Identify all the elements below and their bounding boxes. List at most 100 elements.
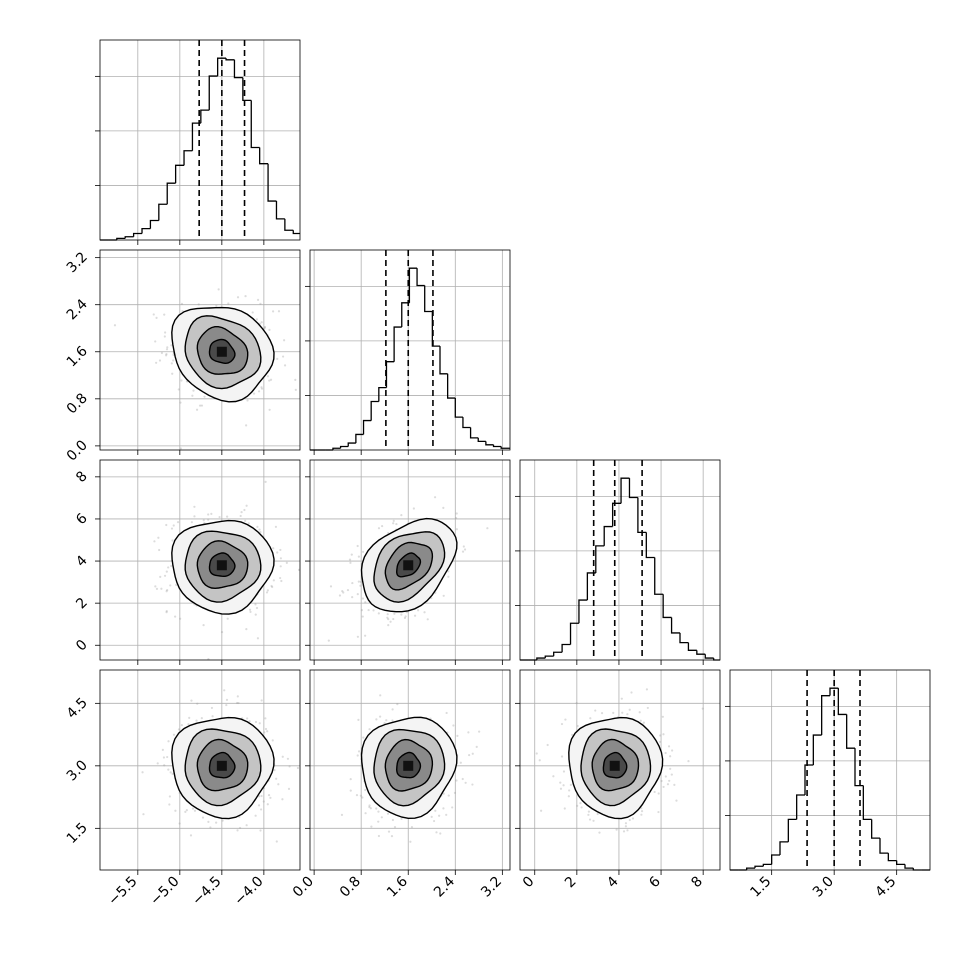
pair-p0-p3-point	[171, 772, 174, 775]
pair-p0-p3-point	[141, 771, 144, 774]
pair-p0-p3-point	[267, 794, 271, 797]
x-tick-label-p2-3: 6	[646, 873, 664, 891]
pair-p2-p3-point	[600, 711, 604, 715]
pair-p0-p3-point	[263, 731, 266, 734]
pair-p1-p2-point	[455, 512, 458, 515]
pair-p0-p3-point	[260, 699, 263, 702]
pair-p1-p3-point	[393, 825, 397, 829]
pair-p1-p2-point	[403, 616, 407, 620]
pair-p0-p2-point	[243, 508, 246, 512]
pair-p2-p3-peak	[609, 760, 620, 771]
pair-p0-p3-point	[188, 716, 191, 720]
pair-p0-p3-point	[167, 768, 170, 771]
pair-p1-p3-point	[410, 825, 414, 829]
pair-p1-p2-point	[412, 507, 415, 510]
pair-p2-p3-point	[622, 830, 626, 833]
pair-p0-p3-point	[221, 819, 224, 822]
panel-frame-3-3	[729, 669, 931, 871]
y-tick-label-p1-3: 2.4	[64, 296, 91, 323]
pair-p2-p3-point	[642, 721, 645, 724]
pair-p1-p3-point	[478, 730, 481, 733]
hist-p0-bin-4	[132, 232, 143, 237]
y-tick-label-p3-1: 3.0	[64, 757, 91, 784]
pair-p1-p2-point	[381, 524, 384, 528]
panel-frame-2-0	[99, 459, 301, 661]
pair-p2-p3-point	[687, 760, 690, 763]
pair-p0-p1-point	[283, 339, 286, 342]
pair-p0-p2-point	[207, 513, 210, 516]
x-tick-label-p2-0: 0	[520, 874, 538, 892]
pair-p1-p3-point	[340, 813, 344, 816]
x-tick-label-p2-2: 4	[604, 873, 622, 891]
hist-p1-bin-11	[393, 326, 402, 362]
pair-p1-p2-point	[387, 624, 390, 627]
y-tick-label-p1-0: 0.0	[64, 437, 91, 464]
pair-p0-p3-point	[223, 689, 226, 692]
pair-p1-p3-point	[359, 794, 362, 797]
pair-p1-p3-point	[453, 791, 457, 794]
hist-p3-bin-8	[796, 794, 805, 820]
pair-p0-p3-point	[273, 769, 276, 772]
pair-p1-p2-point	[360, 609, 363, 612]
pair-p2-p3-point	[620, 697, 623, 700]
hist-p2-bin-14	[637, 497, 647, 533]
pair-p0-p2-point	[202, 519, 205, 522]
pair-p2-p3-point	[568, 789, 571, 792]
pair-p1-p2-point	[338, 594, 342, 597]
hist-p1-bin-15	[424, 285, 433, 313]
pair-p0-p2-point	[245, 504, 248, 507]
pair-p2-p3-point	[539, 809, 543, 812]
pair-p2-p3-point	[645, 688, 649, 691]
pair-p1-p3-point	[434, 809, 437, 812]
x-tick-label-p3-0: 1.5	[747, 874, 774, 901]
pair-p0-p3-point	[201, 816, 205, 819]
pair-p0-p3-point	[142, 813, 145, 816]
pair-p2-p3-point	[546, 743, 549, 747]
pair-p1-p3-point	[400, 817, 403, 820]
pair-p1-p3-point	[390, 835, 394, 838]
pair-p1-p3-point	[377, 810, 380, 813]
hist-p2-bin-7	[578, 599, 588, 624]
pair-p0-p2-point	[175, 583, 178, 587]
hist-p1-bin-4	[339, 445, 349, 449]
pair-p1-p3-point	[456, 734, 459, 737]
pair-p1-p3-point	[377, 834, 381, 838]
hist-p2-bin-18	[670, 617, 680, 634]
pair-p0-p3-point	[190, 699, 193, 702]
x-tick-label-p0-0: −5.5	[105, 874, 140, 909]
pair-p0-p2-point	[220, 630, 224, 634]
pair-p0-p1-point	[268, 408, 271, 411]
pair-p2-p3-point	[594, 709, 597, 712]
pair-p0-p3-point	[169, 771, 172, 774]
pair-p0-p3-point	[288, 765, 291, 768]
pair-p0-p2-point	[174, 615, 177, 618]
pair-p1-p3-point	[356, 754, 359, 757]
panel-frame-2-2	[519, 459, 721, 661]
y-tick-label-p2-4: 8	[73, 468, 91, 486]
pair-p0-p2-point	[193, 505, 196, 508]
pair-p0-p3-point	[185, 808, 188, 812]
pair-p0-p3-point	[193, 809, 197, 812]
pair-p0-p1-point	[155, 316, 158, 319]
pair-p0-p2-point	[190, 521, 193, 524]
pair-p0-p2-point	[265, 591, 269, 594]
hist-p1-bin-14	[416, 268, 425, 287]
pair-p1-p3-point	[447, 794, 450, 797]
pair-p2-p3-point	[579, 801, 582, 805]
pair-p0-p1-point	[113, 324, 117, 327]
hist-p1-bin-13	[408, 267, 418, 303]
pair-p0-p1-point	[170, 362, 173, 365]
pair-p2-p3-point	[660, 779, 663, 783]
pair-p0-p3-point	[262, 800, 265, 803]
pair-p0-p2-point	[193, 515, 196, 518]
pair-p0-p2-point	[259, 530, 262, 534]
pair-p0-p3-marks	[141, 689, 300, 843]
hist-p3-bin-4	[762, 863, 772, 867]
x-tick-label-p1-1: 0.8	[337, 874, 364, 901]
hist-p0-bin-9	[174, 164, 185, 184]
pair-p2-p3-point	[592, 819, 595, 822]
pair-p2-p3-point	[658, 740, 662, 743]
pair-p0-p1-peak	[216, 346, 227, 357]
hist-p2-bin-6	[569, 622, 579, 645]
pair-p1-p3-point	[364, 812, 367, 815]
